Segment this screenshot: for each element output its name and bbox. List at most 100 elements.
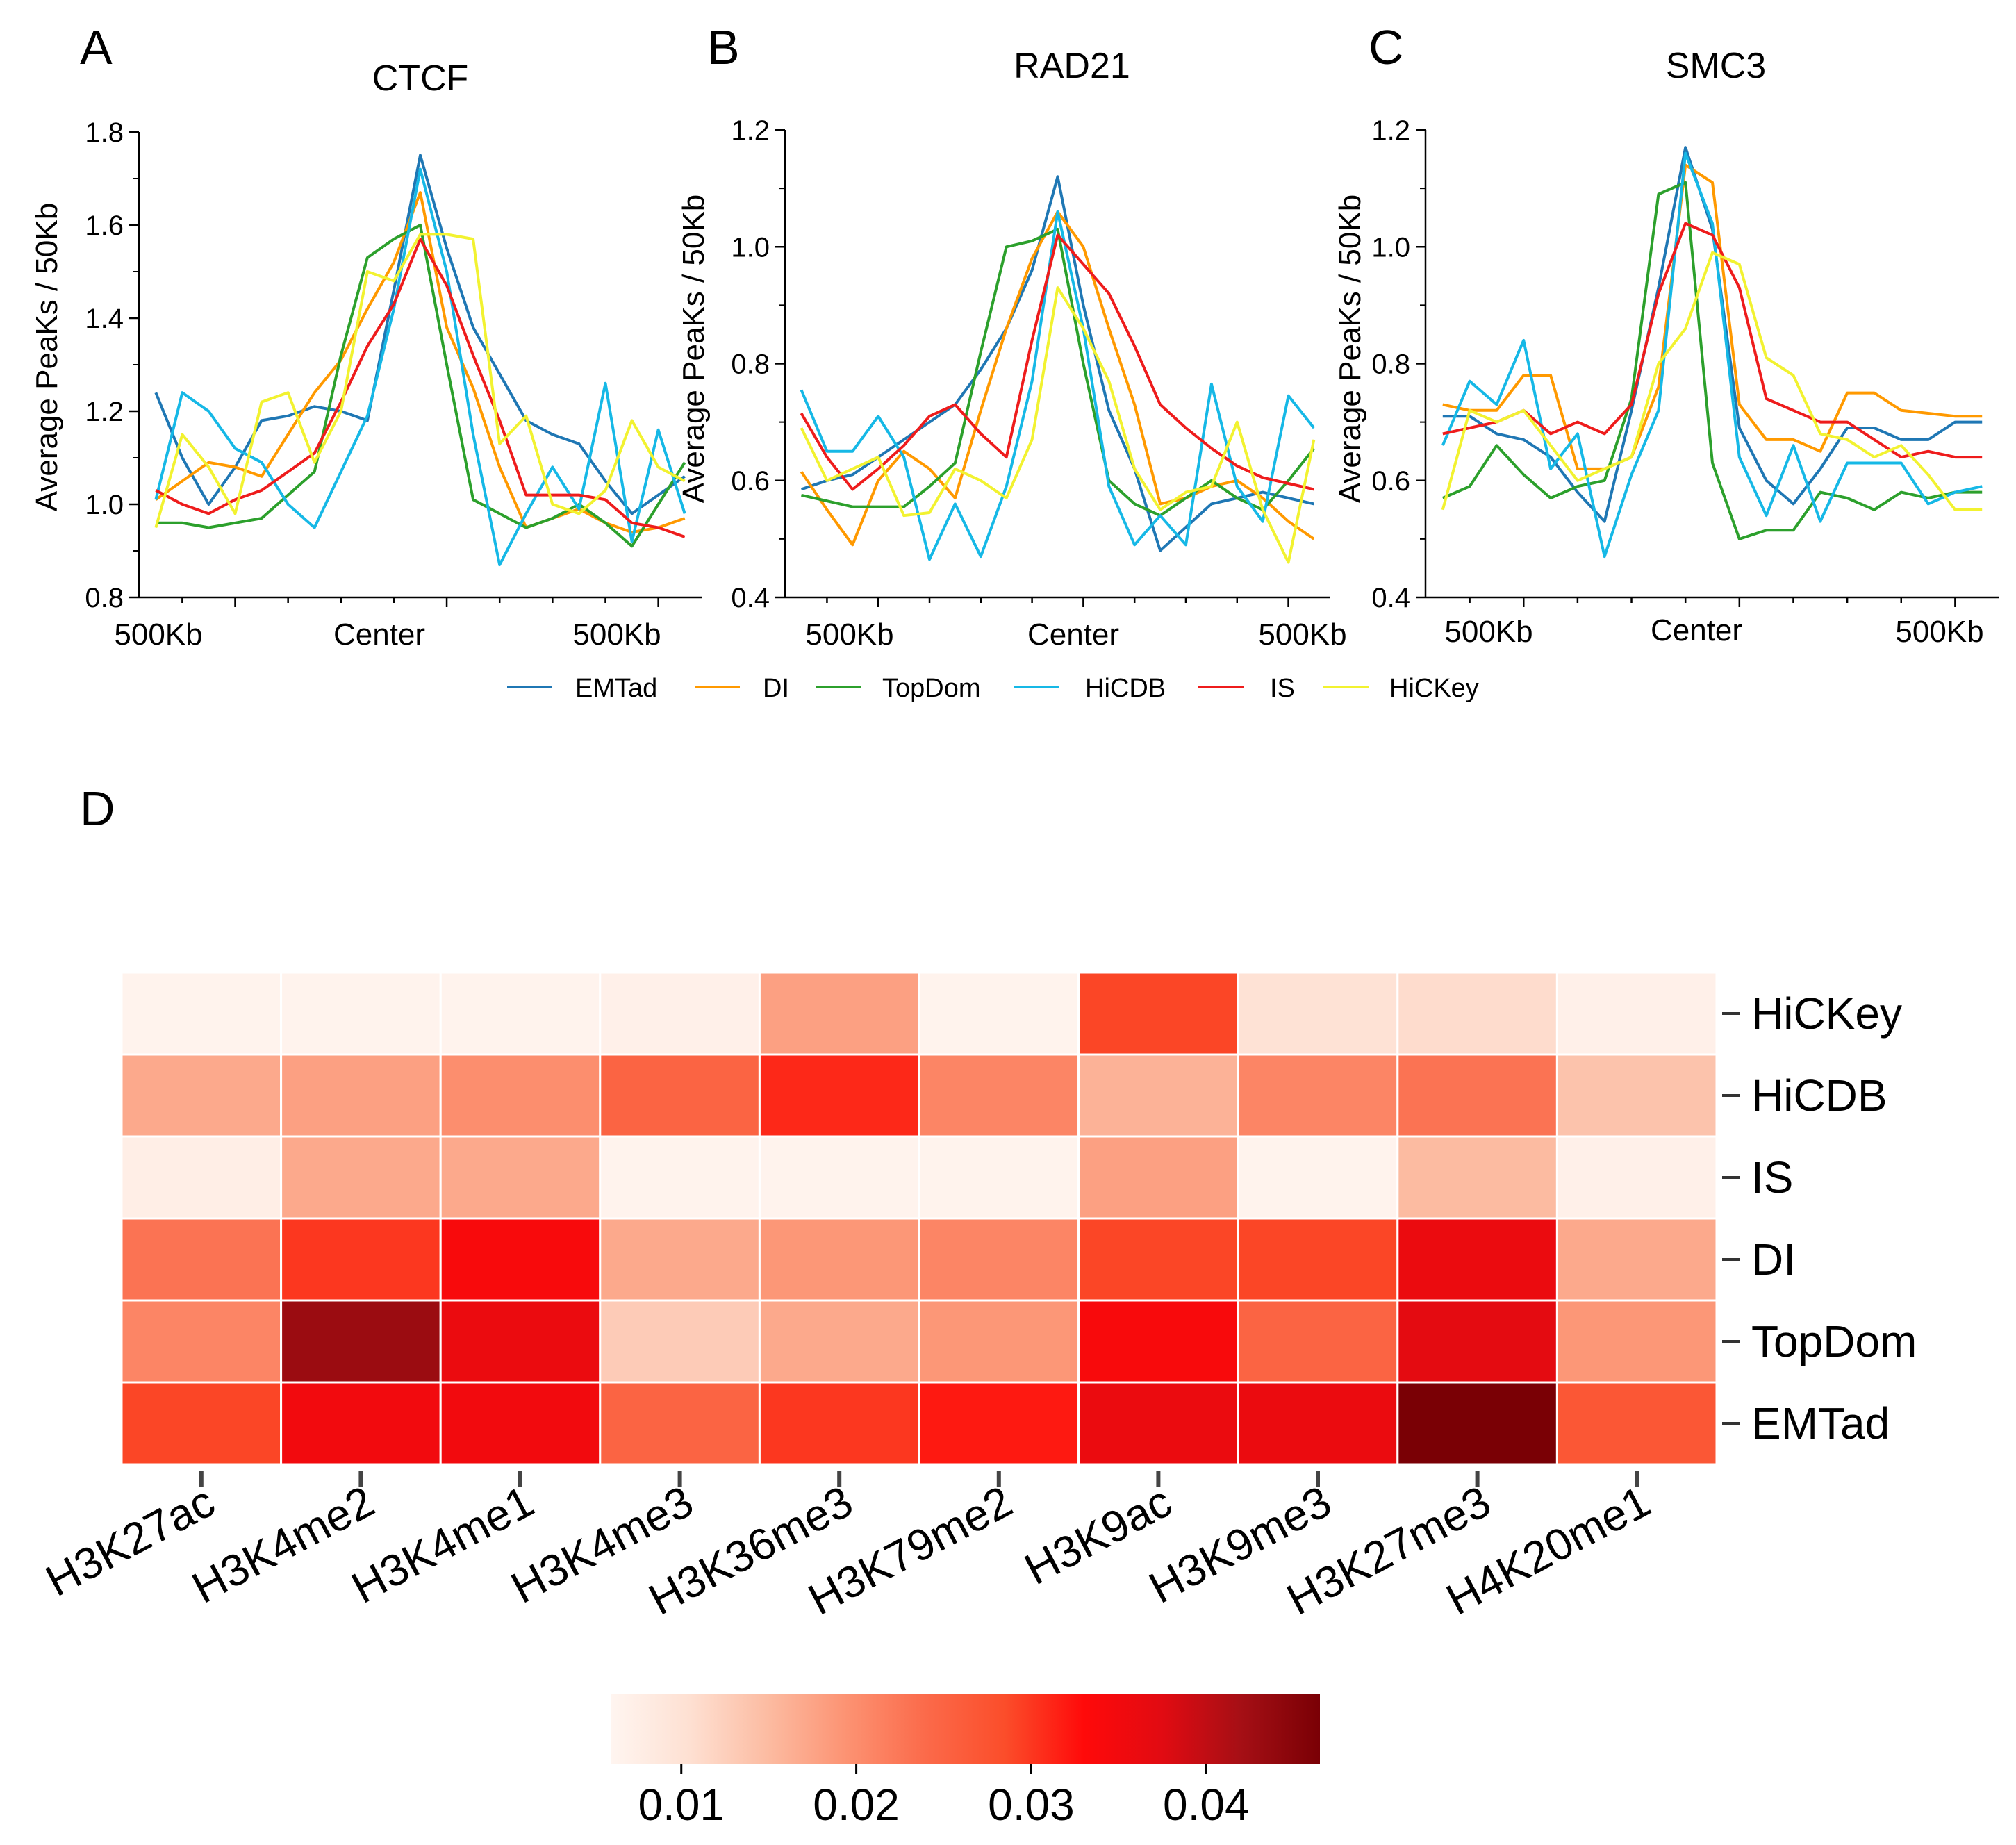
chart-c-ytick-label: 1.0: [1371, 232, 1410, 263]
heatmap-cell-topdom-h3k27me3: [1396, 1299, 1558, 1384]
heatmap-cell-di-h3k9me3: [1237, 1217, 1399, 1302]
heatmap-cell-hicdb-h3k4me3: [599, 1053, 761, 1138]
heatmap-cell-hickey-h3k27ac: [120, 971, 283, 1056]
chart-b-ytick-label: 1.2: [731, 115, 770, 146]
heatmap-cell-hickey-h3k9ac: [1077, 971, 1239, 1056]
chart-c-title: SMC3: [1666, 46, 1766, 86]
chart-b-ytick-label: 0.8: [731, 349, 770, 380]
heatmap-cell-topdom-h3k4me2: [280, 1299, 442, 1384]
panel-c-smc3-chart: C SMC3 Average PeaKs / 50Kb 0.4 0.6 0.8 1.0…: [1333, 20, 1999, 649]
heatmap-cell-is-h3k4me1: [439, 1135, 602, 1220]
chart-a-series-topdom: [156, 224, 686, 548]
heatmap-cell-emtad-h3k9me3: [1237, 1381, 1399, 1466]
heatmap-cell-emtad-h3k4me3: [599, 1381, 761, 1466]
chart-a-title: CTCF: [372, 58, 469, 99]
chart-b-series-di: [800, 210, 1315, 547]
chart-b-series-topdom: [801, 228, 1315, 518]
chart-a-yticks: 0.8 1.0 1.2 1.4 1.6 1.8: [85, 117, 139, 613]
heatmap-cell-is-h3k4me2: [280, 1135, 442, 1220]
heatmap-cells: [120, 971, 1718, 1466]
heatmap-cell-hicdb-h3k36me3: [758, 1053, 920, 1138]
chart-c-series-hickey: [1441, 251, 1983, 511]
heatmap-cell-hickey-h3k36me3: [758, 971, 920, 1056]
heatmap-cell-di-h3k4me3: [599, 1217, 761, 1302]
heatmap-cell-hicdb-h3k27ac: [120, 1053, 283, 1138]
heatmap-cell-topdom-h3k4me1: [439, 1299, 602, 1384]
heatmap-row-label-emtad: EMTad: [1751, 1398, 1890, 1448]
chart-c-ytick-label: 0.4: [1371, 583, 1410, 613]
chart-a-ylabel: Average PeaKs / 50Kb: [30, 203, 64, 511]
heatmap-cell-di-h3k9ac: [1077, 1217, 1239, 1302]
chart-b-yticks: 0.4 0.6 0.8 1.0 1.2: [731, 115, 785, 613]
heatmap-cell-emtad-h3k4me2: [280, 1381, 442, 1466]
heatmap-cell-topdom-h3k9me3: [1237, 1299, 1399, 1384]
chart-a-ytick-label: 1.8: [85, 117, 124, 148]
colorbar-gradient: [611, 1694, 1320, 1764]
heatmap-cell-topdom-h3k79me2: [918, 1299, 1080, 1384]
chart-a-series-hickey: [154, 233, 686, 529]
heatmap-row-label-hickey: HiCKey: [1751, 988, 1902, 1039]
heatmap-cell-emtad-h3k27ac: [120, 1381, 283, 1466]
heatmap-cell-topdom-h3k36me3: [758, 1299, 920, 1384]
chart-c-ytick-label: 0.8: [1371, 349, 1410, 380]
heatmap-row-label-hicdb: HiCDB: [1751, 1070, 1887, 1120]
chart-b-axes: [784, 130, 1330, 599]
heatmap-cell-di-h3k4me2: [280, 1217, 442, 1302]
chart-b-xtick-center: Center: [1027, 618, 1119, 652]
colorbar-tick-label: 0.02: [813, 1780, 900, 1830]
chart-b-xtick-right: 500Kb: [1258, 618, 1346, 652]
heatmap-row-label-is: IS: [1751, 1152, 1793, 1202]
chart-b-xtick-left: 500Kb: [805, 618, 893, 652]
chart-b-series-hickey: [800, 286, 1316, 564]
heatmap-cell-is-h3k27me3: [1396, 1135, 1558, 1220]
chart-a-ytick-label: 1.6: [85, 210, 124, 241]
panel-d-label: D: [80, 781, 115, 836]
heatmap-cell-topdom-h3k4me3: [599, 1299, 761, 1384]
heatmap-cell-is-h3k9me3: [1237, 1135, 1399, 1220]
heatmap-cell-is-h4k20me1: [1555, 1135, 1718, 1220]
panel-b-rad21-chart: B RAD21 Average PeaKs / 50Kb 0.4 0.6 0.8 1.…: [677, 20, 1347, 652]
chart-a-ytick-label: 1.4: [85, 304, 124, 334]
heatmap-col-label-h3k4me1: H3K4me1: [343, 1476, 541, 1613]
legend-label-hickey: HiCKey: [1389, 674, 1479, 703]
colorbar-tick-label: 0.03: [988, 1780, 1075, 1830]
heatmap-cell-emtad-h3k36me3: [758, 1381, 920, 1466]
chart-c-xtick-left: 500Kb: [1444, 615, 1532, 649]
heatmap-cell-di-h4k20me1: [1555, 1217, 1718, 1302]
chart-c-ytick-label: 1.2: [1371, 115, 1410, 146]
chart-b-series-lines: [800, 175, 1316, 564]
legend-label-topdom: TopDom: [882, 674, 981, 703]
panel-d-heatmap: D HiCKey HiCDB IS DI TopDom EMTad H3K27acH3K4…: [38, 781, 1917, 1830]
chart-c-series-topdom: [1442, 181, 1983, 540]
chart-b-title: RAD21: [1014, 46, 1130, 86]
heatmap-cell-topdom-h4k20me1: [1555, 1299, 1718, 1384]
chart-c-series-is: [1442, 222, 1983, 459]
heatmap-cell-is-h3k36me3: [758, 1135, 920, 1220]
legend-label-di: DI: [763, 674, 789, 703]
heatmap-cell-di-h3k27me3: [1396, 1217, 1558, 1302]
panel-a-label: A: [80, 20, 113, 74]
heatmap-cell-emtad-h3k79me2: [918, 1381, 1080, 1466]
heatmap-cell-topdom-h3k27ac: [120, 1299, 283, 1384]
chart-a-series-hicdb: [154, 167, 686, 567]
heatmap-cell-di-h3k36me3: [758, 1217, 920, 1302]
heatmap-cell-hickey-h3k4me2: [280, 971, 442, 1056]
series-legend: EMTad DI TopDom HiCDB IS HiCKey: [507, 674, 1479, 703]
heatmap-cell-emtad-h3k27me3: [1396, 1381, 1558, 1466]
panel-b-label: B: [707, 20, 740, 74]
chart-a-xticks: [181, 597, 659, 607]
chart-b-series-hicdb: [800, 210, 1315, 561]
heatmap-cell-is-h3k9ac: [1077, 1135, 1239, 1220]
chart-b-ytick-label: 0.6: [731, 466, 770, 497]
panel-c-label: C: [1369, 20, 1404, 74]
chart-a-xtick-left: 500Kb: [114, 618, 202, 652]
chart-a-xtick-center: Center: [333, 618, 425, 652]
chart-b-series-emtad: [800, 175, 1314, 552]
chart-b-xticks: [826, 597, 1289, 607]
chart-b-series-is: [800, 233, 1314, 491]
chart-c-ylabel: Average PeaKs / 50Kb: [1333, 195, 1367, 503]
heatmap-cell-hicdb-h3k9me3: [1237, 1053, 1399, 1138]
heatmap-cell-di-h3k27ac: [120, 1217, 283, 1302]
heatmap-cell-hickey-h4k20me1: [1555, 971, 1718, 1056]
